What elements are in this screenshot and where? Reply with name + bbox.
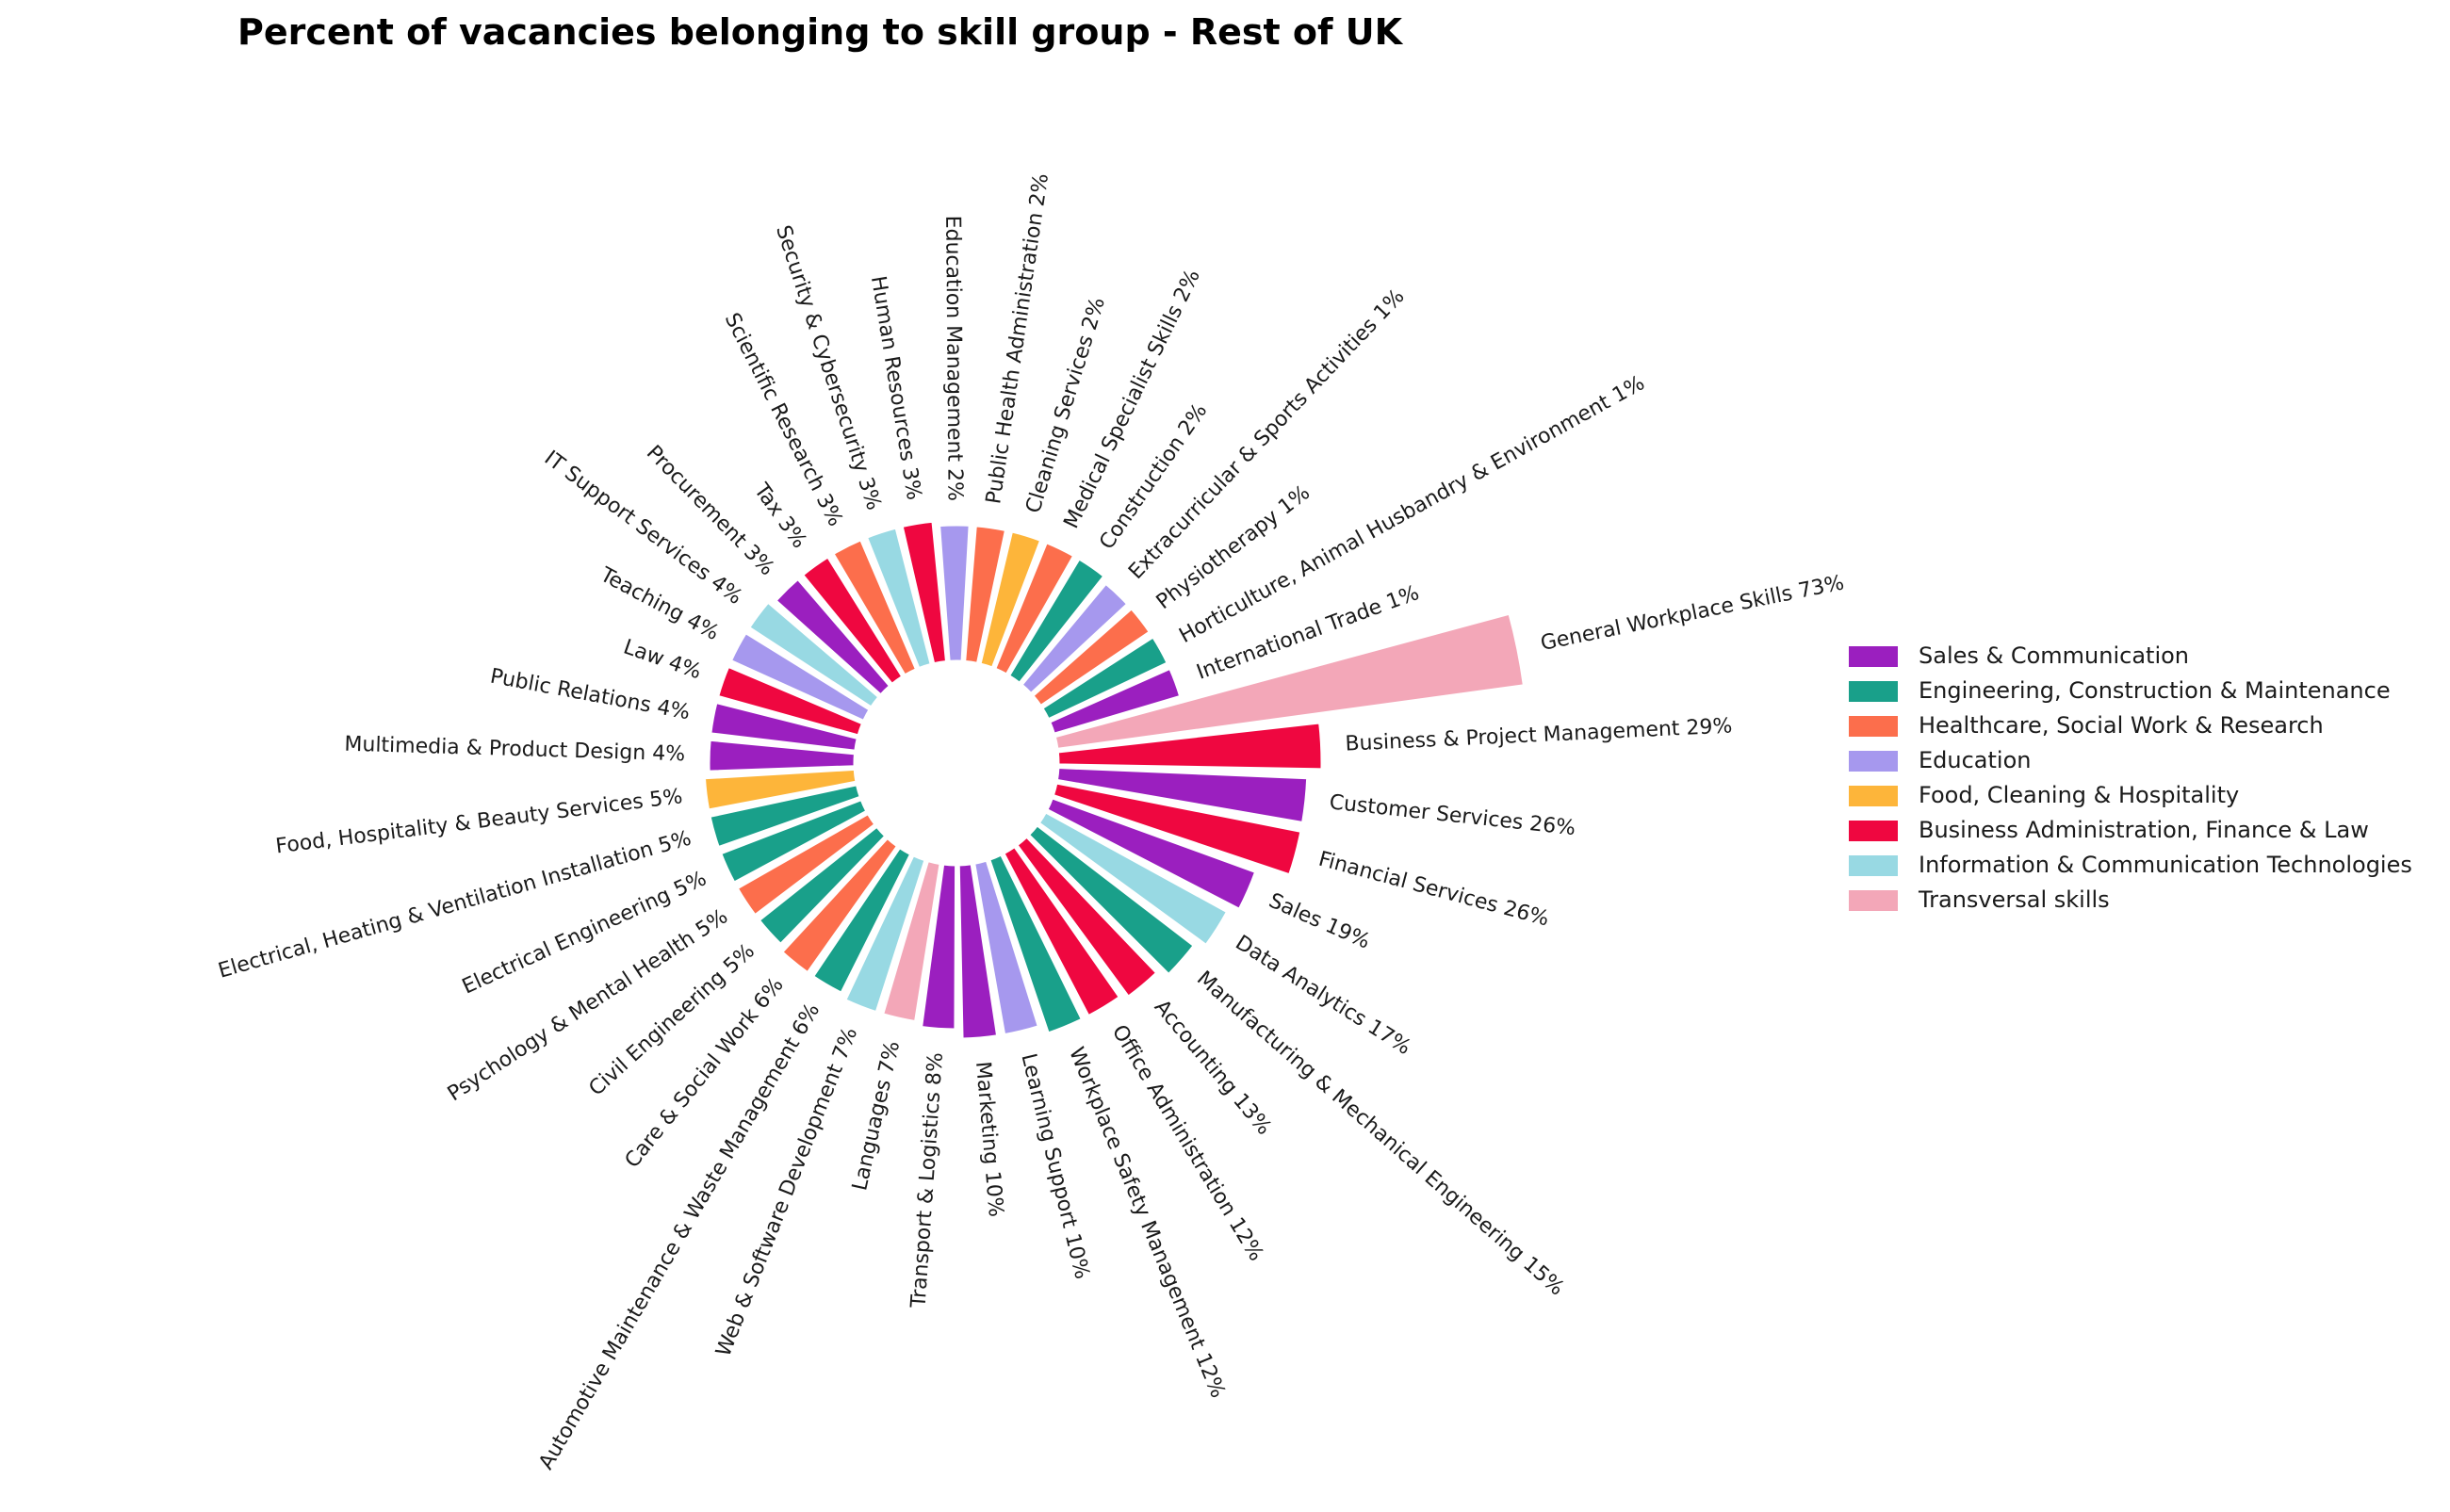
legend-swatch-3: [1849, 751, 1898, 772]
bar-26: [746, 600, 882, 710]
bar-label-23: Public Relations 4%: [488, 665, 692, 725]
legend-swatch-7: [1849, 890, 1898, 911]
bar-label-32: Education Management 2%: [940, 216, 967, 502]
bar-38: [1030, 606, 1152, 708]
bar-label-22: Multimedia & Product Design 4%: [344, 733, 685, 767]
legend-swatch-4: [1849, 786, 1898, 806]
bar-5: [1037, 809, 1230, 948]
legend-label-3: Education: [1919, 747, 2031, 773]
bar-label-24: Law 4%: [620, 635, 704, 684]
bar-34: [978, 529, 1043, 670]
bar-7: [1014, 834, 1159, 1000]
legend-label-1: Engineering, Construction & Maintenance: [1919, 677, 2391, 704]
legend-label-4: Food, Cleaning & Hospitality: [1919, 782, 2239, 808]
labels-layer: General Workplace Skills 73% Business & P…: [216, 172, 1846, 1474]
bar-32: [937, 523, 972, 663]
bar-label-30: Security & Cybersecurity 3%: [771, 222, 886, 512]
legend-label-7: Transversal skills: [1918, 886, 2110, 913]
bar-33: [963, 524, 1008, 666]
bar-1: [1055, 721, 1324, 772]
bar-20: [708, 782, 863, 850]
legend-swatch-6: [1849, 855, 1898, 876]
bar-6: [1026, 822, 1197, 977]
bar-14: [842, 853, 927, 1015]
bar-17: [757, 824, 888, 947]
bar-0: [1053, 611, 1527, 752]
bar-39: [1039, 634, 1170, 722]
bar-24: [715, 664, 865, 738]
bars-layer: [702, 519, 1527, 1041]
bar-19: [718, 797, 869, 886]
legend-label-5: Business Administration, Finance & Law: [1919, 817, 2369, 843]
bar-9: [987, 852, 1085, 1035]
bar-11: [956, 862, 1000, 1041]
bar-21: [702, 767, 858, 812]
bar-27: [773, 577, 892, 697]
bar-16: [779, 836, 900, 975]
legend-label-6: Information & Communication Technologies: [1919, 852, 2412, 878]
bar-22: [707, 738, 858, 773]
bar-12: [919, 862, 958, 1032]
bar-4: [1044, 795, 1258, 912]
chart-title: Percent of vacancies belonging to skill …: [237, 11, 1404, 53]
bar-40: [1047, 666, 1183, 737]
bar-18: [735, 811, 877, 918]
bar-29: [830, 537, 919, 678]
legend: Sales & Communication Engineering, Constr…: [1849, 642, 2412, 913]
bar-label-4: Sales 19%: [1266, 889, 1374, 954]
bar-13: [880, 858, 942, 1024]
bar-30: [864, 526, 934, 671]
legend-swatch-5: [1849, 821, 1898, 841]
bar-2: [1054, 765, 1310, 825]
bar-35: [992, 540, 1076, 677]
bar-15: [810, 845, 913, 996]
bar-label-12: Transport & Logistics 8%: [906, 1051, 948, 1309]
bar-label-13: Languages 7%: [848, 1039, 905, 1193]
bar-label-1: Business & Project Management 29%: [1345, 714, 1733, 756]
bar-label-2: Customer Services 26%: [1328, 790, 1576, 840]
bar-label-38: Physiotherapy 1%: [1152, 481, 1315, 615]
legend-swatch-2: [1849, 716, 1898, 737]
legend-label-2: Healthcare, Social Work & Research: [1919, 712, 2324, 739]
bar-label-3: Financial Services 26%: [1316, 848, 1552, 932]
legend-label-0: Sales & Communication: [1919, 642, 2189, 669]
bar-28: [800, 554, 905, 687]
bar-label-0: General Workplace Skills 73%: [1539, 571, 1846, 656]
bar-36: [1006, 556, 1106, 686]
bar-label-31: Human Resources 3%: [866, 274, 925, 501]
legend-swatch-0: [1849, 646, 1898, 667]
legend-swatch-1: [1849, 681, 1898, 702]
bar-31: [900, 519, 949, 666]
bar-label-11: Marketing 10%: [971, 1061, 1007, 1218]
bar-10: [972, 858, 1041, 1037]
bar-23: [709, 700, 860, 753]
bar-8: [1001, 844, 1122, 1018]
bar-3: [1051, 781, 1303, 877]
bar-label-27: Procurement 3%: [642, 441, 779, 580]
bar-label-8: Office Administration 12%: [1107, 1021, 1268, 1265]
bar-25: [728, 630, 873, 723]
bar-37: [1019, 581, 1130, 696]
